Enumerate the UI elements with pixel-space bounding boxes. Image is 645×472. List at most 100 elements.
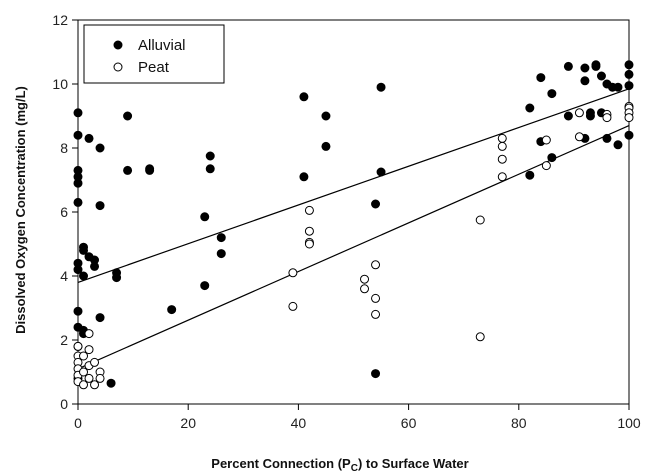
- data-point-peat: [602, 113, 612, 123]
- legend-label-alluvial: Alluvial: [138, 37, 186, 54]
- data-point-alluvial: [624, 69, 634, 79]
- trendline-alluvial: [77, 88, 630, 283]
- data-point-peat: [371, 260, 381, 270]
- data-point-alluvial: [525, 170, 535, 180]
- data-point-alluvial: [371, 369, 381, 379]
- data-point-alluvial: [123, 111, 133, 121]
- data-point-alluvial: [167, 305, 177, 315]
- data-point-alluvial: [563, 111, 573, 121]
- data-point-alluvial: [547, 153, 557, 163]
- data-point-peat: [497, 154, 507, 164]
- y-axis-title: Dissolved Oxygen Concentration (mg/L): [13, 86, 28, 334]
- data-point-alluvial: [536, 73, 546, 83]
- data-point-peat: [84, 329, 94, 339]
- data-point-alluvial: [613, 82, 623, 92]
- x-tick-label: 80: [511, 415, 527, 431]
- x-tick-label: 100: [617, 415, 641, 431]
- data-point-alluvial: [205, 151, 215, 161]
- y-tick-label: 12: [52, 12, 68, 28]
- legend-marker-alluvial: [113, 40, 123, 50]
- data-point-alluvial: [624, 60, 634, 70]
- y-tick-label: 2: [60, 332, 68, 348]
- data-point-peat: [497, 172, 507, 182]
- data-point-alluvial: [613, 140, 623, 150]
- data-point-peat: [304, 226, 314, 236]
- data-point-alluvial: [79, 271, 89, 281]
- y-tick-label: 10: [52, 76, 68, 92]
- data-point-alluvial: [321, 111, 331, 121]
- data-point-alluvial: [299, 172, 309, 182]
- data-point-peat: [371, 293, 381, 303]
- x-axis-title-subscript: C: [351, 463, 358, 472]
- data-point-alluvial: [200, 212, 210, 222]
- data-point-alluvial: [200, 281, 210, 291]
- data-point-alluvial: [321, 141, 331, 151]
- data-point-peat: [475, 215, 485, 225]
- data-point-peat: [90, 380, 100, 390]
- data-point-alluvial: [112, 273, 122, 283]
- data-point-alluvial: [73, 178, 83, 188]
- data-point-peat: [475, 332, 485, 342]
- data-point-alluvial: [73, 306, 83, 316]
- trendline-peat: [77, 125, 630, 370]
- data-point-alluvial: [73, 265, 83, 275]
- legend-label-peat: Peat: [138, 59, 170, 76]
- data-point-peat: [90, 357, 100, 367]
- data-point-alluvial: [95, 143, 105, 153]
- data-point-alluvial: [95, 201, 105, 211]
- data-point-peat: [79, 351, 89, 361]
- data-point-alluvial: [547, 89, 557, 99]
- data-point-alluvial: [591, 60, 601, 70]
- data-point-alluvial: [106, 378, 116, 388]
- data-point-alluvial: [145, 164, 155, 174]
- data-point-alluvial: [585, 111, 595, 121]
- data-point-alluvial: [73, 197, 83, 207]
- x-tick-label: 40: [291, 415, 307, 431]
- x-tick-label: 20: [180, 415, 196, 431]
- y-tick-label: 8: [60, 140, 68, 156]
- data-point-alluvial: [216, 233, 226, 243]
- data-point-alluvial: [525, 103, 535, 113]
- data-point-alluvial: [376, 167, 386, 177]
- legend-marker-peat: [113, 62, 123, 72]
- data-point-alluvial: [563, 61, 573, 71]
- data-point-peat: [497, 141, 507, 151]
- data-point-peat: [73, 341, 83, 351]
- data-point-alluvial: [580, 63, 590, 73]
- data-point-alluvial: [73, 108, 83, 118]
- data-point-peat: [574, 108, 584, 118]
- data-point-peat: [79, 367, 89, 377]
- plot-area: 0 20 40 60 80 100 0 2 4 6 8 10 12: [52, 12, 640, 431]
- data-point-peat: [304, 239, 314, 249]
- x-tick-label: 0: [74, 415, 82, 431]
- y-tick-label: 0: [60, 396, 68, 412]
- data-point-alluvial: [123, 165, 133, 175]
- data-point-peat: [84, 373, 94, 383]
- legend-box: [83, 24, 225, 84]
- data-point-peat: [574, 132, 584, 142]
- data-point-peat: [79, 380, 89, 390]
- data-point-peat: [84, 345, 94, 355]
- data-point-alluvial: [95, 313, 105, 323]
- data-point-peat: [371, 309, 381, 319]
- data-point-peat: [288, 268, 298, 278]
- data-point-peat: [304, 205, 314, 215]
- data-point-peat: [95, 373, 105, 383]
- data-point-alluvial: [371, 199, 381, 209]
- data-point-peat: [541, 135, 551, 145]
- data-point-peat: [360, 284, 370, 294]
- data-point-alluvial: [73, 130, 83, 140]
- x-axis-title-main: Percent Connection (P: [211, 456, 351, 471]
- y-tick-label: 6: [60, 204, 68, 220]
- data-point-peat: [541, 161, 551, 171]
- data-point-alluvial: [602, 133, 612, 143]
- data-point-alluvial: [624, 130, 634, 140]
- data-point-alluvial: [624, 81, 634, 91]
- data-point-alluvial: [216, 249, 226, 259]
- data-point-alluvial: [79, 245, 89, 255]
- x-axis-title-tail: ) to Surface Water: [358, 456, 469, 471]
- data-point-peat: [497, 133, 507, 143]
- data-point-peat: [288, 301, 298, 311]
- y-tick-label: 4: [60, 268, 68, 284]
